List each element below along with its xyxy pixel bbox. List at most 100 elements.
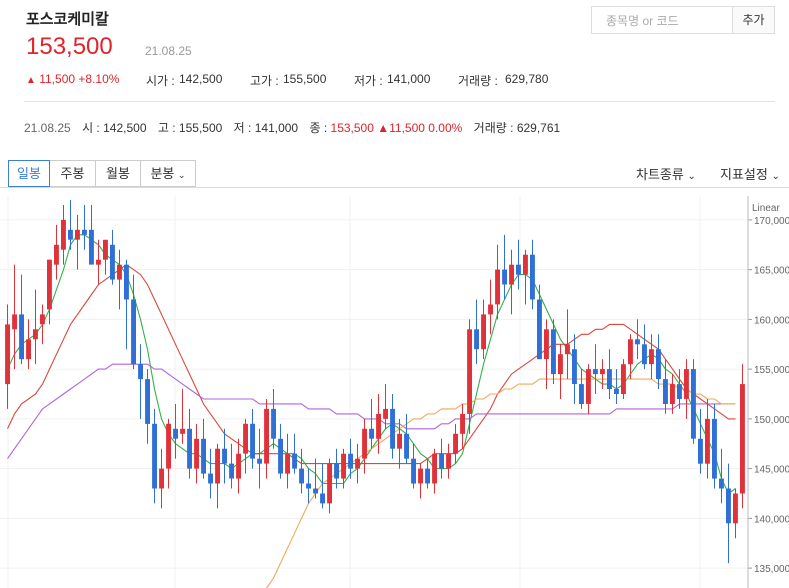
candle[interactable] [719,448,724,504]
search-input[interactable] [604,7,728,35]
candle[interactable] [138,344,143,419]
candle[interactable] [607,349,612,399]
stock-search[interactable] [591,6,733,35]
candle[interactable] [33,289,38,365]
candle[interactable] [446,443,451,479]
candle[interactable] [537,284,542,360]
candle[interactable] [257,428,262,489]
candle[interactable] [474,299,479,365]
candle[interactable] [306,468,311,504]
candle[interactable] [733,488,738,539]
candle[interactable] [593,344,598,394]
candle[interactable] [61,204,66,265]
candle[interactable] [341,448,346,489]
candle[interactable] [152,408,157,504]
candle[interactable] [173,403,178,459]
candle[interactable] [320,463,325,509]
candle[interactable] [502,234,507,300]
candle[interactable] [215,443,220,509]
candle[interactable] [705,398,710,479]
candle[interactable] [467,319,472,434]
candle[interactable] [355,443,360,484]
candle[interactable] [187,408,192,479]
candle[interactable] [264,398,269,479]
candle[interactable] [229,443,234,489]
candle[interactable] [509,249,514,315]
add-button[interactable]: 추가 [733,6,775,34]
candle[interactable] [411,443,416,489]
candle[interactable] [698,408,703,474]
candle[interactable] [166,418,171,489]
candle[interactable] [96,239,101,285]
candle[interactable] [194,423,199,484]
candle[interactable] [677,369,682,409]
candle[interactable] [117,249,122,310]
candle[interactable] [40,304,45,345]
candle[interactable] [313,458,318,499]
candle[interactable] [404,413,409,464]
candle[interactable] [145,369,150,444]
tab-month[interactable]: 월봉 [95,160,141,187]
candle[interactable] [726,463,731,564]
candle[interactable] [663,359,668,414]
candle[interactable] [600,359,605,390]
candle[interactable] [124,259,129,350]
candle[interactable] [572,334,577,404]
candle[interactable] [390,394,395,459]
candle[interactable] [82,204,87,250]
candle[interactable] [292,433,297,474]
candle[interactable] [362,418,367,474]
indicator-menu[interactable]: 지표설정 ⌄ [720,164,780,183]
candle[interactable] [558,344,563,399]
candle[interactable] [523,249,528,305]
candle[interactable] [243,418,248,474]
candle[interactable] [47,259,52,325]
candle[interactable] [89,204,94,265]
candle[interactable] [432,448,437,494]
candle[interactable] [425,458,430,489]
candle[interactable] [635,319,640,360]
candle[interactable] [75,214,80,270]
candle[interactable] [551,319,556,385]
candle[interactable] [649,334,654,380]
candle[interactable] [131,274,136,370]
candle[interactable] [481,299,486,360]
candle[interactable] [201,418,206,479]
candle[interactable] [180,389,185,444]
candle[interactable] [586,364,591,414]
candle[interactable] [544,319,549,390]
candle[interactable] [460,403,465,449]
candle[interactable] [110,229,115,285]
candle[interactable] [684,359,689,419]
candle[interactable] [5,304,10,409]
candle[interactable] [495,244,500,320]
candle[interactable] [621,359,626,399]
candle[interactable] [271,389,276,449]
candle[interactable] [565,309,570,380]
candle[interactable] [488,279,493,335]
candle[interactable] [278,423,283,479]
candle[interactable] [299,448,304,494]
candle[interactable] [376,394,381,454]
candle[interactable] [628,334,633,380]
candle[interactable] [222,428,227,484]
candle[interactable] [54,224,59,280]
tab-week[interactable]: 주봉 [49,160,96,187]
tab-minute[interactable]: 분봉 ⌄ [140,160,196,187]
candle[interactable] [516,239,521,290]
chart-type-menu[interactable]: 차트종류 ⌄ [636,164,696,183]
candle[interactable] [334,448,339,489]
candle[interactable] [397,418,402,469]
candle[interactable] [691,359,696,444]
candle[interactable] [327,458,332,514]
candle[interactable] [103,239,108,275]
candle[interactable] [26,319,31,370]
candle[interactable] [642,324,647,370]
candle[interactable] [530,239,535,310]
candle[interactable] [285,433,290,489]
candle[interactable] [12,264,17,370]
candle[interactable] [68,200,73,250]
candle[interactable] [439,438,444,479]
candle[interactable] [614,369,619,404]
candle[interactable] [250,408,255,469]
